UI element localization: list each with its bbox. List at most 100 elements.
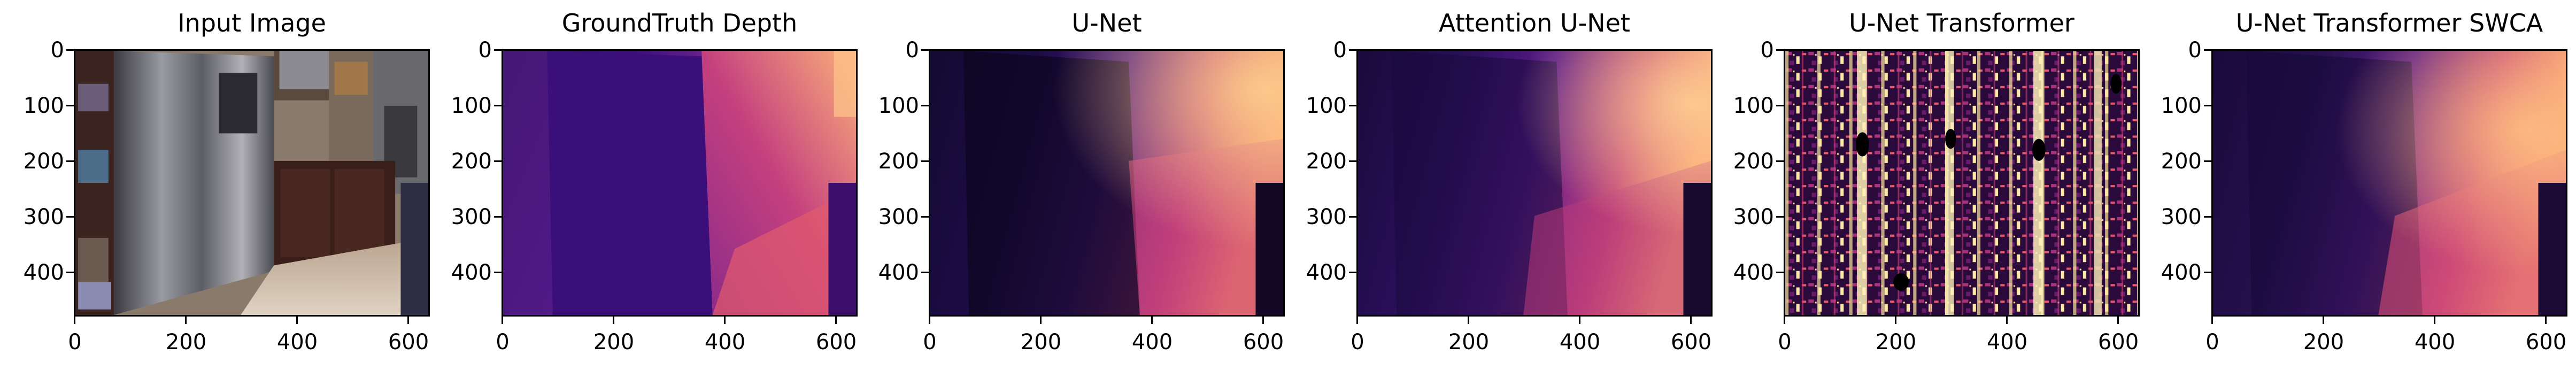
image-axes — [1356, 49, 1713, 317]
x-tick — [1262, 317, 1264, 324]
x-tick-label: 600 — [1243, 330, 1284, 354]
x-tick — [74, 317, 75, 324]
y-tick — [1349, 49, 1356, 51]
y-tick-label: 200 — [451, 149, 492, 174]
y-tick-label: 100 — [451, 94, 492, 118]
y-tick-label: 200 — [1306, 149, 1347, 174]
y-tick-label: 0 — [1333, 38, 1347, 63]
panel-groundtruth-depth: GroundTruth Depth — [451, 0, 858, 370]
x-tick — [1895, 317, 1896, 324]
y-tick-label: 200 — [2161, 149, 2202, 174]
panel-title: U-Net Transformer — [1849, 9, 2074, 37]
y-tick-label: 400 — [2161, 260, 2202, 285]
y-tick-label: 400 — [1306, 260, 1347, 285]
y-tick — [494, 216, 502, 218]
y-tick-label: 200 — [23, 149, 64, 174]
y-tick-label: 100 — [878, 94, 919, 118]
depth-map — [930, 51, 1283, 315]
x-tick-label: 0 — [1351, 330, 1364, 354]
y-tick — [1349, 272, 1356, 273]
x-tick — [1690, 317, 1692, 324]
y-tick-label: 0 — [50, 38, 64, 63]
y-tick-label: 100 — [2161, 94, 2202, 118]
x-tick — [1468, 317, 1469, 324]
x-tick-label: 600 — [2525, 330, 2567, 354]
y-tick-label: 100 — [1306, 94, 1347, 118]
panel-input-image: Input Image — [24, 0, 430, 370]
input-photo — [75, 51, 428, 315]
x-tick — [2434, 317, 2435, 324]
y-tick-label: 300 — [23, 205, 64, 229]
x-tick — [613, 317, 614, 324]
y-tick — [1776, 160, 1784, 162]
y-tick-label: 400 — [878, 260, 919, 285]
y-tick — [1776, 272, 1784, 273]
x-tick — [1784, 317, 1785, 324]
y-tick — [66, 160, 74, 162]
x-tick — [2117, 317, 2119, 324]
noisy-depth-map — [1785, 51, 2138, 315]
x-tick — [1356, 317, 1358, 324]
y-tick — [66, 272, 74, 273]
y-tick — [2204, 105, 2211, 106]
x-tick — [724, 317, 726, 324]
y-tick — [2204, 160, 2211, 162]
x-tick-label: 0 — [496, 330, 510, 354]
y-tick-label: 300 — [878, 205, 919, 229]
y-tick-label: 200 — [878, 149, 919, 174]
x-tick-label: 0 — [923, 330, 937, 354]
panel-title: Input Image — [178, 9, 326, 37]
x-tick-label: 200 — [1020, 330, 1062, 354]
y-tick-label: 100 — [23, 94, 64, 118]
image-axes — [929, 49, 1285, 317]
y-tick — [66, 216, 74, 218]
panel-attention-unet: Attention U-Net 0 100 200 300 — [1306, 0, 1713, 370]
x-tick — [502, 317, 503, 324]
panel-title: GroundTruth Depth — [561, 9, 798, 37]
x-tick — [296, 317, 298, 324]
panel-unet: U-Net 0 100 200 300 400 — [878, 0, 1285, 370]
y-tick — [2204, 272, 2211, 273]
x-tick-label: 600 — [815, 330, 857, 354]
y-tick — [1776, 216, 1784, 218]
panel-unet-transformer-swca: U-Net Transformer SWCA 0 100 200 — [2161, 0, 2567, 370]
y-tick-label: 300 — [451, 205, 492, 229]
y-tick-label: 300 — [2161, 205, 2202, 229]
y-tick-label: 0 — [2188, 38, 2202, 63]
image-axes — [74, 49, 430, 317]
y-tick — [921, 216, 929, 218]
y-tick — [66, 49, 74, 51]
y-tick — [1776, 105, 1784, 106]
y-tick-label: 300 — [1306, 205, 1347, 229]
x-tick — [1579, 317, 1580, 324]
x-tick — [2006, 317, 2008, 324]
depth-map — [1358, 51, 1711, 315]
x-tick — [407, 317, 409, 324]
x-tick-label: 400 — [704, 330, 746, 354]
x-tick — [2211, 317, 2213, 324]
x-tick-label: 200 — [1875, 330, 1917, 354]
y-tick-label: 400 — [451, 260, 492, 285]
y-tick — [921, 49, 929, 51]
x-tick-label: 200 — [165, 330, 207, 354]
panel-title: U-Net Transformer SWCA — [2235, 9, 2543, 37]
panel-unet-transformer: U-Net Transformer — [1733, 0, 2140, 370]
x-tick-label: 0 — [2205, 330, 2219, 354]
x-tick-label: 400 — [1986, 330, 2028, 354]
panel-title: U-Net — [1071, 9, 1142, 37]
x-tick-label: 400 — [2414, 330, 2456, 354]
y-tick — [921, 160, 929, 162]
y-tick-label: 400 — [1733, 260, 1774, 285]
y-tick-label: 0 — [478, 38, 492, 63]
y-tick-label: 300 — [1733, 205, 1774, 229]
x-tick — [2323, 317, 2324, 324]
depth-map — [2213, 51, 2566, 315]
depth-map — [503, 51, 856, 315]
y-tick — [494, 49, 502, 51]
image-axes — [1784, 49, 2140, 317]
y-tick-label: 100 — [1733, 94, 1774, 118]
x-tick-label: 0 — [68, 330, 82, 354]
y-tick — [1349, 160, 1356, 162]
panel-title: Attention U-Net — [1439, 9, 1630, 37]
y-tick — [494, 160, 502, 162]
